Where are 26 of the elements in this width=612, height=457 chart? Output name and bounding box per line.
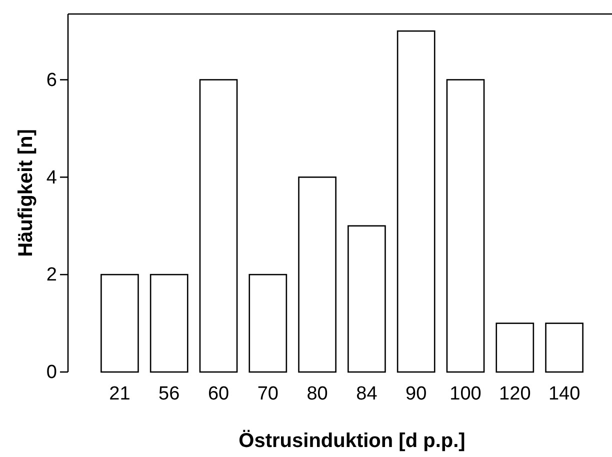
bar [199, 79, 238, 373]
bar [100, 274, 139, 373]
y-tick-label: 0 [46, 362, 57, 384]
bar [396, 30, 436, 373]
x-tick-label: 90 [406, 383, 427, 404]
bar [150, 274, 188, 373]
bar [446, 79, 485, 373]
bar [545, 322, 584, 373]
y-tick-label: 4 [46, 167, 58, 188]
x-tick-label: 80 [306, 383, 328, 404]
bar [298, 176, 336, 373]
x-tick-label: 21 [109, 383, 130, 404]
bar [248, 274, 288, 373]
x-tick-label: 100 [450, 383, 482, 404]
x-tick-label: 60 [208, 383, 230, 404]
bar [496, 322, 534, 373]
bar [348, 225, 386, 373]
x-tick-label: 140 [548, 383, 580, 404]
x-tick-label: 56 [158, 383, 180, 404]
y-tick-label: 6 [46, 70, 57, 91]
y-axis-title: Häufigkeit [n] [15, 129, 37, 257]
x-axis-title: Östrusinduktion [d p.p.] [238, 429, 466, 452]
x-tick-label: 84 [356, 383, 378, 404]
x-tick-label: 120 [499, 383, 531, 404]
x-tick-label: 70 [257, 383, 278, 404]
y-tick-label: 2 [46, 264, 57, 286]
